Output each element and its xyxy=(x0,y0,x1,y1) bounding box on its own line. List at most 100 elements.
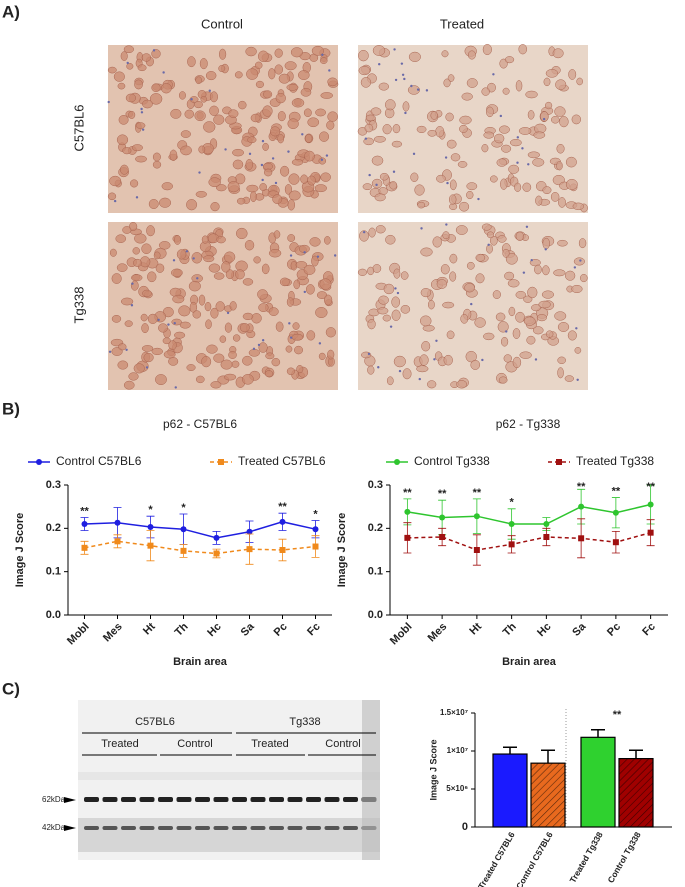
cell xyxy=(515,290,526,299)
cell xyxy=(393,355,406,368)
x-tick-label: Hc xyxy=(535,621,553,639)
panel-label: C) xyxy=(2,679,20,698)
cell xyxy=(155,263,165,273)
nucleus xyxy=(261,139,265,143)
cell xyxy=(542,237,550,250)
cell xyxy=(285,345,293,353)
cell xyxy=(221,261,231,273)
cell xyxy=(195,191,207,198)
cell xyxy=(268,307,279,316)
x-tick-label: Control Tg338 xyxy=(605,830,642,885)
band xyxy=(213,797,229,802)
cell xyxy=(419,315,432,327)
cell xyxy=(311,255,319,267)
nucleus xyxy=(416,88,420,91)
cell xyxy=(362,183,373,191)
cell xyxy=(568,69,577,80)
cell xyxy=(504,56,515,64)
cell xyxy=(142,99,153,109)
cell xyxy=(149,93,163,105)
significance: ** xyxy=(403,487,412,499)
nucleus xyxy=(579,259,582,262)
cell xyxy=(109,248,117,257)
cell xyxy=(216,236,226,244)
point xyxy=(147,524,154,531)
cell xyxy=(428,299,435,310)
cell xyxy=(286,367,296,376)
cell xyxy=(158,197,172,208)
band xyxy=(250,826,266,830)
nucleus xyxy=(288,322,291,325)
cell xyxy=(420,288,432,298)
series-line xyxy=(407,531,651,551)
nucleus xyxy=(530,258,533,262)
cell xyxy=(220,359,233,370)
cell xyxy=(228,109,239,118)
cell xyxy=(272,194,283,204)
x-tick-label: Th xyxy=(501,621,519,639)
nucleus xyxy=(316,255,320,258)
nucleus xyxy=(364,137,368,140)
cell xyxy=(320,92,333,99)
cell xyxy=(554,106,566,117)
y-tick-label: 0.3 xyxy=(46,479,61,491)
cell xyxy=(178,305,191,317)
nucleus xyxy=(226,311,230,315)
cell xyxy=(515,80,523,92)
cell xyxy=(246,68,259,80)
nucleus xyxy=(368,173,371,177)
cell xyxy=(141,345,154,352)
cell xyxy=(204,301,212,312)
cell xyxy=(152,160,162,169)
cell xyxy=(359,230,369,242)
cell xyxy=(430,111,438,120)
point xyxy=(246,528,253,535)
x-tick-label: Mobl xyxy=(388,621,415,648)
x-tick-label: Sa xyxy=(239,620,258,639)
point xyxy=(647,529,654,536)
significance: * xyxy=(181,502,186,514)
cell xyxy=(555,79,567,90)
micrographs xyxy=(107,43,588,390)
cell xyxy=(526,335,536,345)
cell xyxy=(128,110,136,119)
cell xyxy=(210,201,220,212)
row-label: Tg338 xyxy=(71,287,86,324)
cell xyxy=(379,172,389,181)
cell xyxy=(203,121,216,133)
cell xyxy=(486,106,494,118)
cell xyxy=(536,314,547,322)
nucleus xyxy=(516,161,519,164)
nucleus xyxy=(167,323,170,326)
cell xyxy=(173,235,181,245)
cell xyxy=(542,186,552,195)
cell xyxy=(515,231,524,241)
cell xyxy=(567,330,577,341)
significance: ** xyxy=(646,481,655,493)
cell xyxy=(498,125,510,134)
cell xyxy=(153,251,161,260)
cell xyxy=(178,91,186,100)
point xyxy=(578,535,585,542)
nucleus xyxy=(261,339,265,342)
nucleus xyxy=(108,350,112,353)
cell xyxy=(141,243,152,254)
cell xyxy=(201,356,212,368)
cell xyxy=(531,304,541,312)
cell xyxy=(236,197,246,205)
point xyxy=(180,526,187,533)
cell xyxy=(481,87,490,96)
cell xyxy=(224,322,233,333)
y-tick-label: 0.3 xyxy=(368,479,383,491)
cell xyxy=(551,116,560,124)
cell xyxy=(532,326,544,335)
cell xyxy=(262,105,273,117)
cell xyxy=(128,372,139,381)
nucleus xyxy=(260,163,264,167)
nucleus xyxy=(446,181,449,185)
cell xyxy=(107,192,117,201)
cell xyxy=(375,225,386,234)
blot-marker: 42kDa xyxy=(42,823,66,832)
cell xyxy=(466,78,478,88)
cell xyxy=(152,152,161,162)
